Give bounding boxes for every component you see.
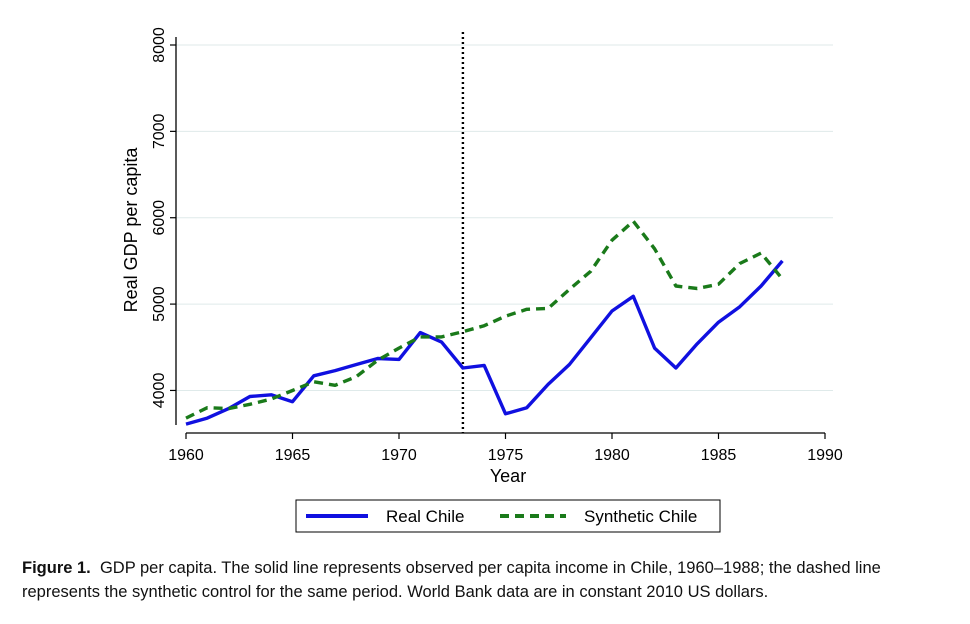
figure-caption: Figure 1. GDP per capita. The solid line… [22,556,952,604]
legend-label-real-chile: Real Chile [386,507,464,526]
legend: Real Chile Synthetic Chile [295,499,721,533]
line-chart: 4000 5000 6000 7000 8000 1960 1965 1970 1975 1980… [121,27,843,533]
x-tick-label-1985: 1985 [701,447,737,464]
x-axis-title: Year [490,466,526,486]
grid-lines [176,44,833,391]
figure-caption-label: Figure 1. [22,559,91,577]
y-tick-label-7000: 7000 [151,113,168,149]
y-tick-label-8000: 8000 [151,27,168,63]
x-tick-label-1965: 1965 [275,447,311,464]
x-tick-label-1975: 1975 [488,447,524,464]
series-line-synthetic-chile [185,219,784,420]
series-line-real-chile [185,259,784,426]
figure-caption-text: GDP per capita. The solid line represent… [22,559,881,601]
x-tick-label-1960: 1960 [168,447,204,464]
axes: 4000 5000 6000 7000 8000 1960 1965 1970 1975 1980… [151,27,843,464]
y-tick-label-5000: 5000 [151,286,168,322]
data-series [185,219,784,426]
y-tick-label-6000: 6000 [151,200,168,236]
x-tick-label-1990: 1990 [807,447,843,464]
y-tick-label-4000: 4000 [151,373,168,409]
x-tick-label-1970: 1970 [381,447,417,464]
y-axis-title: Real GDP per capita [121,147,141,313]
x-tick-label-1980: 1980 [594,447,630,464]
legend-label-synthetic-chile: Synthetic Chile [584,507,697,526]
